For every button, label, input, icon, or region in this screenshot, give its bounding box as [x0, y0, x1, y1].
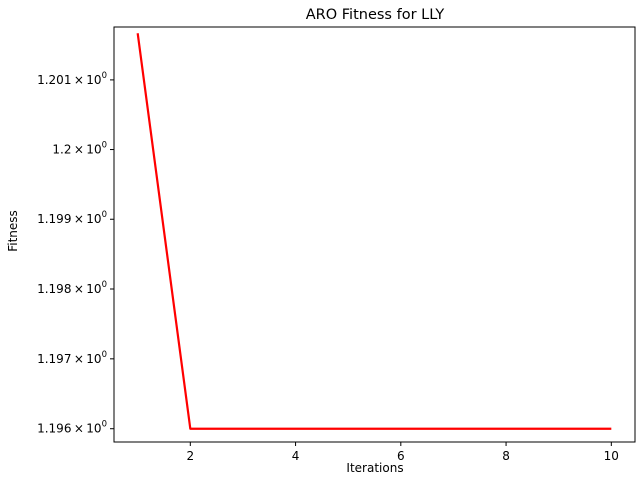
- x-axis-label: Iterations: [346, 461, 403, 475]
- series-layer: [136, 33, 612, 430]
- y-tick-label: 1.199 × 100: [37, 210, 107, 226]
- plot-area-frame: [113, 26, 636, 443]
- y-tick-label: 1.197 × 100: [37, 350, 107, 366]
- y-axis: 1.196 × 100 1.197 × 100 1.198 × 100 1.199 ×…: [37, 71, 114, 436]
- y-tick-label: 1.198 × 100: [37, 280, 107, 296]
- x-tick-label: 2: [186, 449, 194, 463]
- x-tick-label: 8: [502, 449, 510, 463]
- y-tick-label: 1.201 × 100: [37, 71, 107, 87]
- x-tick-label: 10: [604, 449, 619, 463]
- y-tick-label: 1.196 × 100: [37, 420, 107, 436]
- series-line-1: [136, 33, 612, 430]
- y-axis-label: Fitness: [6, 210, 20, 252]
- y-tick-label: 1.2 × 100: [52, 141, 107, 157]
- x-tick-label: 4: [292, 449, 300, 463]
- x-tick-label: 6: [397, 449, 405, 463]
- x-axis: 2 4 6 8 10: [186, 442, 619, 463]
- chart-title: ARO Fitness for LLY: [306, 7, 445, 23]
